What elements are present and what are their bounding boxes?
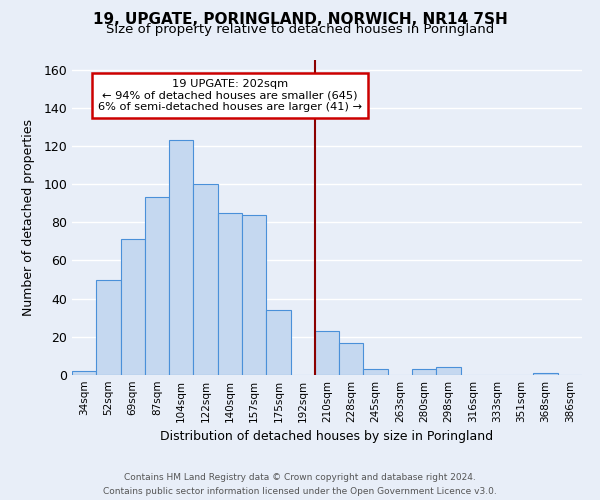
Text: 19 UPGATE: 202sqm
← 94% of detached houses are smaller (645)
6% of semi-detached: 19 UPGATE: 202sqm ← 94% of detached hous…: [98, 79, 362, 112]
Text: 19, UPGATE, PORINGLAND, NORWICH, NR14 7SH: 19, UPGATE, PORINGLAND, NORWICH, NR14 7S…: [92, 12, 508, 28]
Bar: [145, 198, 169, 375]
Bar: [364, 370, 388, 375]
Bar: [412, 370, 436, 375]
Bar: [121, 240, 145, 375]
Bar: [266, 310, 290, 375]
Text: Contains public sector information licensed under the Open Government Licence v3: Contains public sector information licen…: [103, 486, 497, 496]
Bar: [533, 373, 558, 375]
Bar: [242, 214, 266, 375]
Bar: [193, 184, 218, 375]
Bar: [96, 280, 121, 375]
Bar: [218, 212, 242, 375]
Bar: [339, 342, 364, 375]
Bar: [169, 140, 193, 375]
Bar: [436, 368, 461, 375]
Text: Size of property relative to detached houses in Poringland: Size of property relative to detached ho…: [106, 22, 494, 36]
Bar: [72, 371, 96, 375]
Bar: [315, 331, 339, 375]
Text: Contains HM Land Registry data © Crown copyright and database right 2024.: Contains HM Land Registry data © Crown c…: [124, 473, 476, 482]
X-axis label: Distribution of detached houses by size in Poringland: Distribution of detached houses by size …: [160, 430, 494, 444]
Y-axis label: Number of detached properties: Number of detached properties: [22, 119, 35, 316]
